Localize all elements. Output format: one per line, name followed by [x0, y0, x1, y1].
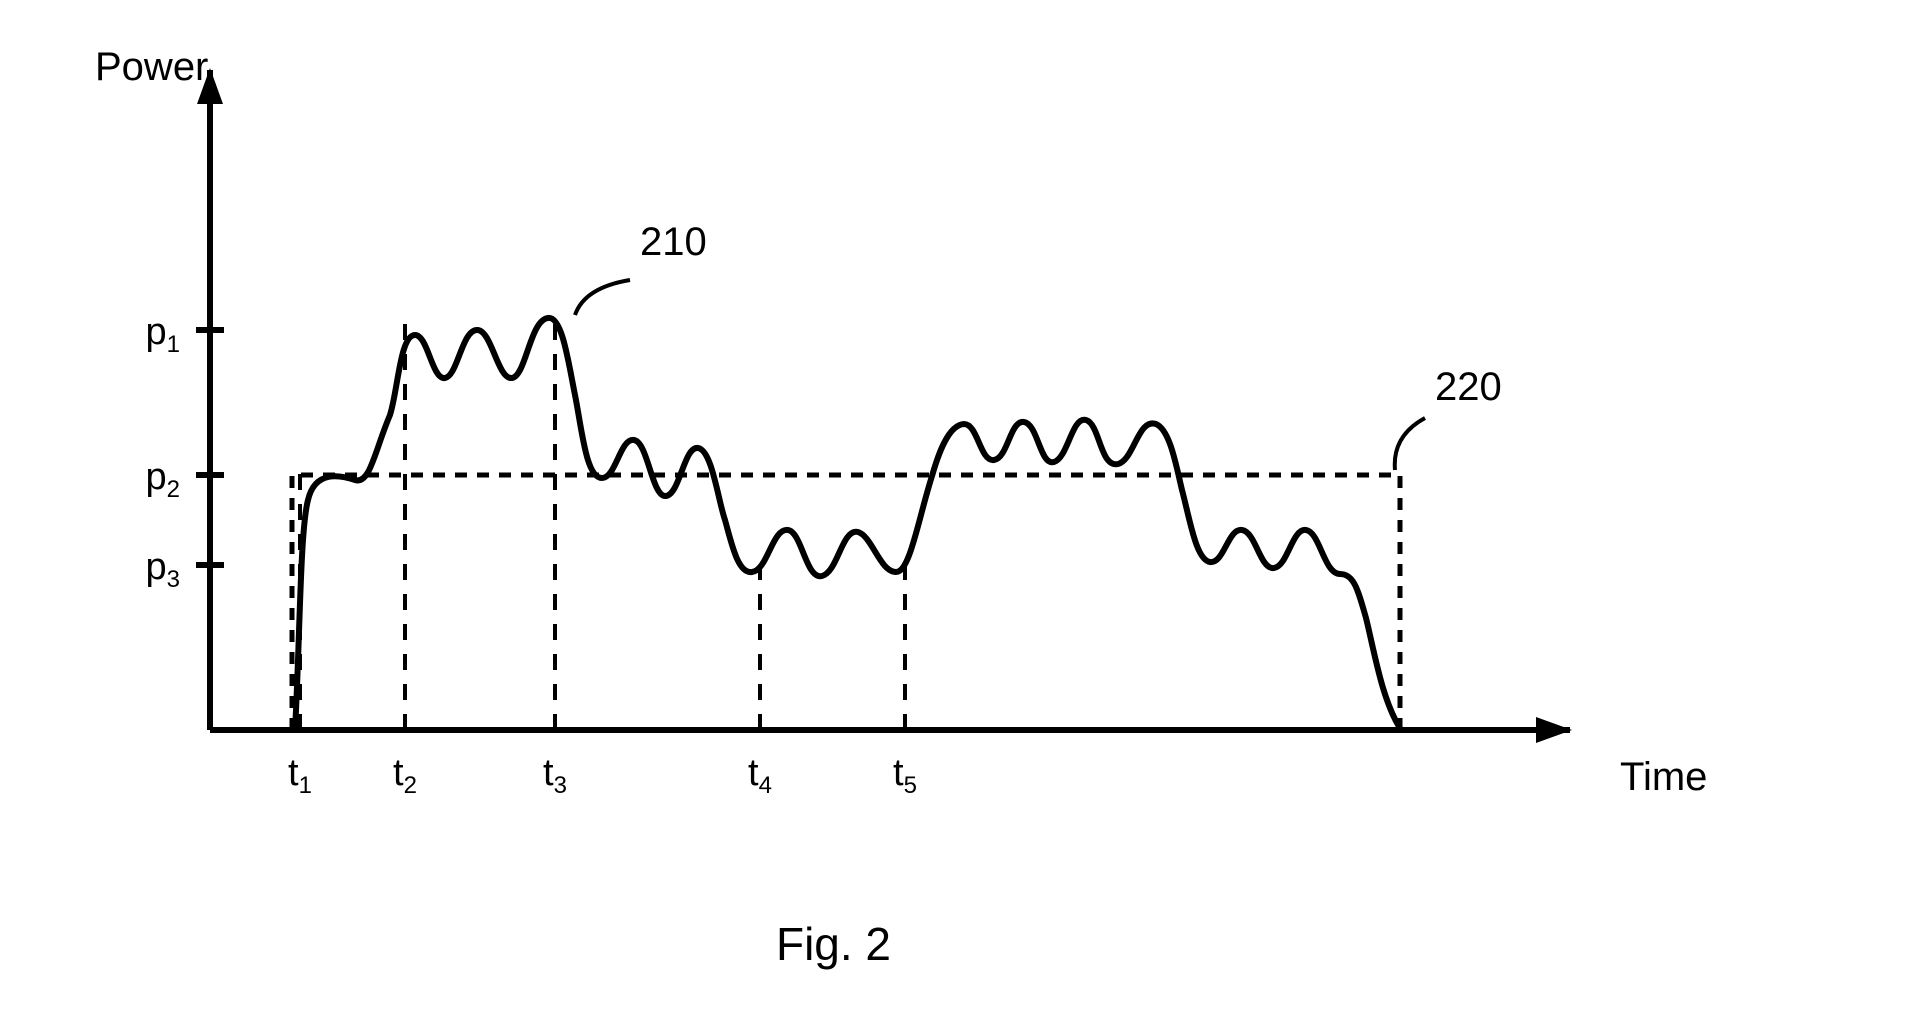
- callout-220: 220: [1435, 365, 1502, 409]
- figure-container: PowerTimep1p2p3t1t2t3t4t5210220Fig. 2: [0, 0, 1907, 1025]
- chart-svg: PowerTimep1p2p3t1t2t3t4t5210220Fig. 2: [0, 0, 1907, 1025]
- callout-210: 210: [640, 220, 707, 264]
- x-axis-label: Time: [1620, 755, 1707, 799]
- y-axis-label: Power: [95, 45, 208, 89]
- figure-caption: Fig. 2: [776, 918, 891, 970]
